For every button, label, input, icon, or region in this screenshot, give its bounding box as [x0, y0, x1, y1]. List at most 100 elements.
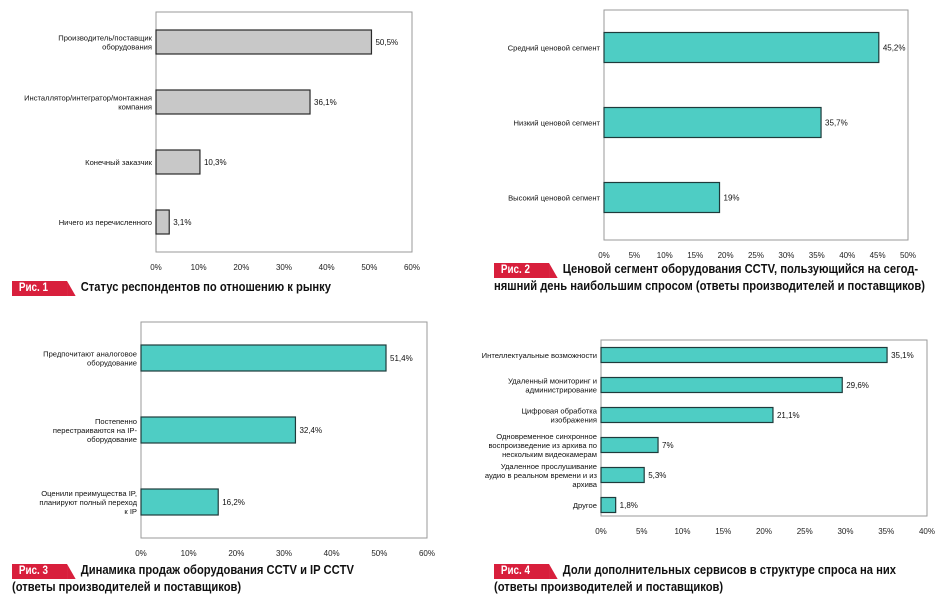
bar: [603, 31, 880, 64]
bar-value-label: 5,3%: [648, 471, 666, 480]
category-label: изображения: [550, 416, 597, 425]
chart-sales-dynamics: 0% 10% 20% 30% 40% 50% 60% 51,4% Предпочитают ан…: [4, 318, 435, 560]
bar-value-label: 21,1%: [777, 411, 800, 420]
category-label: оборудования: [102, 43, 152, 52]
bar-value-label: 1,8%: [620, 501, 638, 510]
x-tick-label: 30%: [837, 527, 853, 536]
figure-title-3-line2: (ответы производителей и поставщиков): [12, 579, 242, 594]
category-label: Цифровая обработка: [521, 407, 597, 416]
category-label: Одновременное синхронное: [496, 432, 597, 441]
bar-value-label: 10,3%: [204, 158, 227, 167]
x-tick-label: 0%: [595, 527, 607, 536]
figure-badge-3: Рис. 3: [12, 564, 76, 579]
x-tick-label: 10%: [657, 251, 673, 260]
category-label: оборудование: [87, 435, 137, 444]
x-tick-label: 30%: [276, 549, 292, 558]
category-label: Высокий ценовой сегмент: [508, 194, 600, 203]
category-label: к IP: [124, 507, 137, 516]
figure-caption-2: Рис. 2 Ценовой сегмент оборудования CCTV,…: [494, 261, 941, 294]
chart-svg: 0% 5% 10% 15% 20% 25% 30% 35% 40% 35,1% Интеллекту…: [482, 339, 935, 536]
category-label: Ничего из перечисленного: [59, 218, 152, 227]
category-label: компания: [118, 103, 152, 112]
chart-svg: 0% 10% 20% 30% 40% 50% 60% 50,5% Производитель/п…: [24, 11, 420, 272]
figure-badge-4: Рис. 4: [494, 564, 558, 579]
bar: [600, 346, 888, 364]
bar: [140, 488, 219, 516]
figure-caption-3: Рис. 3 Динамика продаж оборудования CCTV …: [12, 562, 476, 595]
bar: [603, 181, 721, 214]
bar-value-label: 51,4%: [390, 354, 413, 363]
bar-value-label: 36,1%: [314, 98, 337, 107]
x-tick-label: 20%: [756, 527, 772, 536]
chart-additional-services: 0% 5% 10% 15% 20% 25% 30% 35% 40% 35,1% Интеллекту…: [482, 318, 944, 560]
x-tick-label: 30%: [778, 251, 794, 260]
bar: [600, 436, 659, 454]
x-tick-label: 40%: [324, 549, 340, 558]
category-label: оборудование: [87, 359, 137, 368]
bar: [603, 106, 822, 139]
category-label: Оценили преимущества IP,: [41, 489, 137, 498]
bar: [155, 209, 170, 235]
category-label: архива: [572, 480, 597, 489]
bar-value-label: 45,2%: [883, 44, 906, 53]
bar: [600, 406, 774, 424]
category-label: Интеллектуальные возможности: [482, 351, 597, 360]
bar-value-label: 50,5%: [375, 38, 398, 47]
category-label: Низкий ценовой сегмент: [514, 119, 601, 128]
chart-svg: 0% 5% 10% 15% 20% 25% 30% 35% 40% 45% 50% 45,2% Сред…: [508, 9, 916, 260]
figure-caption-1: Рис. 1 Статус респондентов по отношению к…: [12, 279, 494, 296]
category-label: Конечный заказчик: [85, 158, 153, 167]
x-tick-label: 20%: [233, 263, 249, 272]
figure-badge-2: Рис. 2: [494, 263, 558, 278]
x-tick-label: 5%: [636, 527, 648, 536]
x-tick-label: 20%: [228, 549, 244, 558]
category-label: Инсталлятор/интегратор/монтажная: [24, 94, 152, 103]
x-tick-label: 35%: [878, 527, 894, 536]
category-label: перестраиваются на IP-: [53, 426, 138, 435]
category-label: Производитель/поставщик: [58, 34, 152, 43]
bar: [140, 416, 297, 444]
category-label: Удаленный мониторинг и: [508, 377, 597, 386]
x-tick-label: 25%: [748, 251, 764, 260]
bar: [155, 29, 373, 55]
category-label: планируют полный переход: [39, 498, 137, 507]
bar: [600, 376, 843, 394]
bar: [600, 466, 645, 484]
x-tick-label: 30%: [276, 263, 292, 272]
category-label: воспроизведение из архива по: [488, 441, 597, 450]
x-tick-label: 20%: [718, 251, 734, 260]
figure-title-2: Ценовой сегмент оборудования CCTV, польз…: [562, 261, 919, 276]
x-tick-label: 10%: [191, 263, 207, 272]
chart-status-respondents: 0% 10% 20% 30% 40% 50% 60% 50,5% Производитель/п…: [4, 4, 434, 276]
x-tick-label: 0%: [598, 251, 610, 260]
x-tick-label: 40%: [919, 527, 935, 536]
category-label: аудио в реальном времени и из: [485, 471, 598, 480]
chart-svg: 0% 10% 20% 30% 40% 50% 60% 51,4% Предпочитают ан…: [39, 321, 435, 558]
x-tick-label: 45%: [870, 251, 886, 260]
x-tick-label: 50%: [371, 549, 387, 558]
x-tick-label: 40%: [839, 251, 855, 260]
bar-value-label: 7%: [662, 441, 674, 450]
x-tick-label: 25%: [797, 527, 813, 536]
bar: [600, 496, 617, 514]
x-tick-label: 50%: [361, 263, 377, 272]
category-label: Удаленное прослушивание: [501, 462, 597, 471]
bar-value-label: 35,7%: [825, 119, 848, 128]
x-tick-label: 15%: [715, 527, 731, 536]
category-label: нескольким видеокамерам: [502, 450, 597, 459]
chart-price-segment: 0% 5% 10% 15% 20% 25% 30% 35% 40% 45% 50% 45,2% Сред…: [484, 2, 944, 260]
figure-title-1: Статус респондентов по отношению к рынку: [80, 279, 331, 294]
figure-title-2-line2: няшний день наибольшим спросом (ответы п…: [494, 278, 925, 293]
bar: [155, 149, 201, 175]
bar-value-label: 19%: [724, 194, 740, 203]
x-tick-label: 0%: [150, 263, 162, 272]
x-tick-label: 15%: [687, 251, 703, 260]
x-tick-label: 60%: [419, 549, 435, 558]
x-tick-label: 60%: [404, 263, 420, 272]
bar: [155, 89, 311, 115]
category-label: Предпочитают аналоговое: [43, 350, 137, 359]
bar-value-label: 32,4%: [299, 426, 322, 435]
figure-caption-4: Рис. 4 Доли дополнительных сервисов в стр…: [494, 562, 946, 595]
bar-value-label: 29,6%: [846, 381, 869, 390]
x-tick-label: 0%: [135, 549, 147, 558]
